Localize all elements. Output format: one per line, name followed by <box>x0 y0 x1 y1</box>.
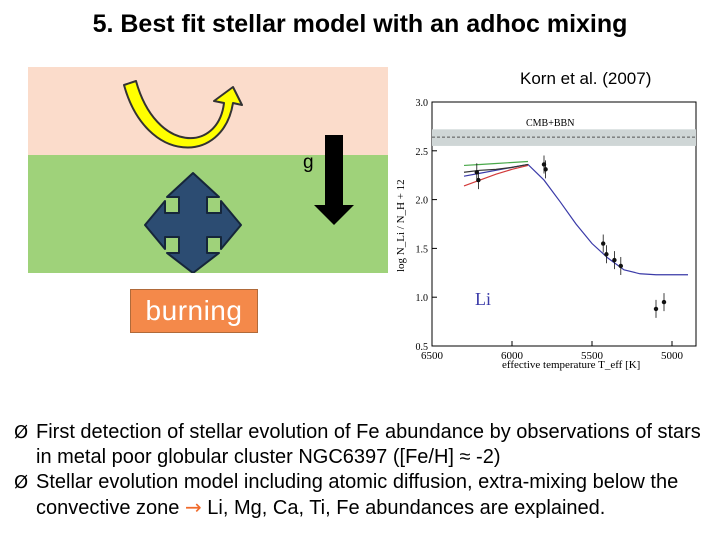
x-axis-label: effective temperature T_eff [K] <box>502 359 640 371</box>
y-tick-label: 3.0 <box>416 98 429 109</box>
y-tick-label: 2.0 <box>416 196 429 207</box>
model-line <box>463 164 529 187</box>
bullet-arrow-icon: Ø <box>14 472 29 493</box>
data-point <box>601 241 606 246</box>
x-tick-label: 5500 <box>581 350 604 362</box>
li-label: Li <box>475 289 491 309</box>
burning-label: burning <box>130 289 258 333</box>
slide-title: 5. Best fit stellar model with an adhoc … <box>92 10 628 38</box>
cmb-bbn-band <box>432 129 696 146</box>
data-point <box>653 306 659 312</box>
x-tick-label: 5000 <box>661 350 684 362</box>
gravity-arrow-icon <box>314 135 354 225</box>
data-point <box>661 299 667 305</box>
observed-points <box>474 155 667 318</box>
mixing-diagram <box>28 67 388 273</box>
citation: Korn et al. (2007) <box>520 69 652 88</box>
y-tick-label: 2.5 <box>416 147 429 158</box>
data-point <box>543 167 548 172</box>
diffusion-cross-icon <box>144 172 242 273</box>
y-tick-label: 1.5 <box>416 244 429 255</box>
x-tick-label: 6500 <box>421 350 444 362</box>
bullet-arrow-icon: Ø <box>14 422 29 443</box>
diagram-arrows <box>123 80 354 273</box>
data-point <box>541 162 547 167</box>
right-arrow-icon: → <box>184 495 202 519</box>
bullet-item: Ø First detection of stellar evolution o… <box>14 420 714 470</box>
data-point <box>604 252 609 257</box>
bullet-list: Ø First detection of stellar evolution o… <box>14 420 714 521</box>
data-point <box>612 257 617 263</box>
model-line <box>463 163 529 173</box>
bullet-text: Stellar evolution model including atomic… <box>36 471 679 519</box>
y-tick-label: 1.0 <box>416 293 429 304</box>
mixing-arrow-icon <box>123 80 243 149</box>
lithium-abundance-plot: 6500 6000 5500 5000 0.5 1.0 1.5 2.0 2.5 3.0 CMB+B… <box>395 98 697 371</box>
model-line <box>463 163 688 276</box>
bullet-text: First detection of stellar evolution of … <box>36 421 701 468</box>
model-lines <box>463 160 688 276</box>
y-tick-label: 0.5 <box>416 342 429 353</box>
data-point <box>476 177 481 183</box>
bullet-item: Ø Stellar evolution model including atom… <box>14 470 714 521</box>
axis-ticks: 6500 6000 5500 5000 0.5 1.0 1.5 2.0 2.5 3.0 <box>416 98 684 362</box>
x-tick-label: 6000 <box>501 350 524 362</box>
model-line <box>463 160 529 167</box>
data-point <box>474 170 479 175</box>
cmb-bbn-label: CMB+BBN <box>526 118 574 129</box>
data-point <box>618 263 623 269</box>
y-axis-label: log N_Li / N_H + 12 <box>395 179 407 272</box>
gravity-label: g <box>303 152 314 173</box>
bullet-text-end: Li, Mg, Ca, Ti, Fe abundances are explai… <box>201 497 606 519</box>
